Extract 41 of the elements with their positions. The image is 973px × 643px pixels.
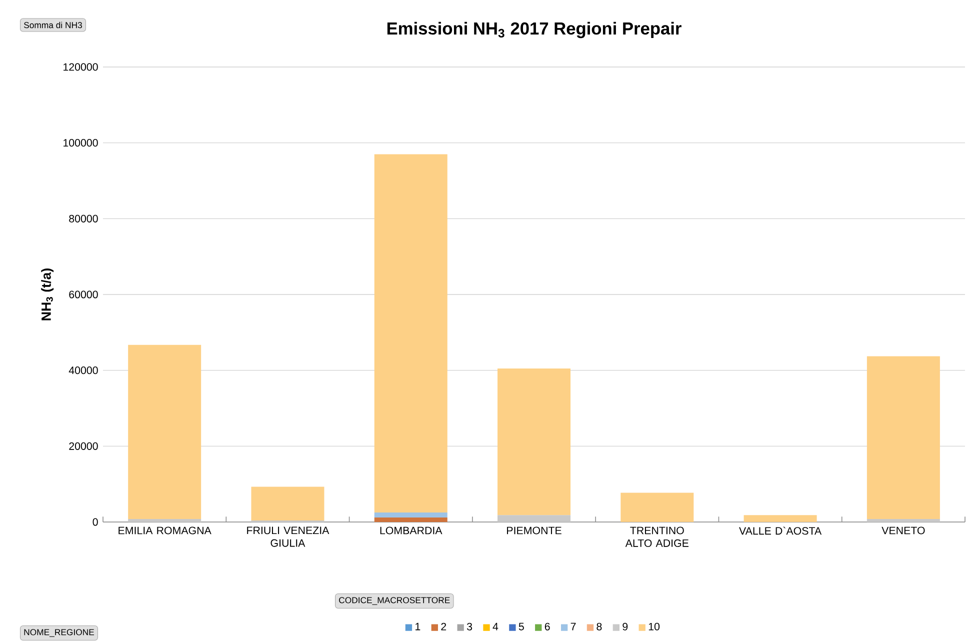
legend-label: 9 <box>622 622 628 630</box>
legend-label: 6 <box>544 622 550 630</box>
bar <box>744 515 817 522</box>
text: NOME_REGIONE <box>24 629 94 637</box>
y-tick-label: 60000 <box>69 290 98 298</box>
bar <box>498 515 571 522</box>
bar <box>866 356 940 519</box>
bar <box>374 512 448 518</box>
x-tick-label: PIEMONTE <box>507 526 562 534</box>
x-tick-label: FRIULI VENEZIA GIULIA <box>247 526 330 547</box>
legend-label: 10 <box>648 622 660 630</box>
y-tick-label: 20000 <box>69 442 98 450</box>
y-tick-label: 120000 <box>64 63 98 71</box>
bar <box>866 518 940 522</box>
y-axis-title: NH$_{3}$ (t/a) <box>41 268 54 320</box>
bar <box>620 492 694 522</box>
legend-label: 2 <box>441 622 446 630</box>
chart-title: Emissioni NH$_{3}$ 2017 Regioni Prepair <box>387 22 682 38</box>
y-tick-label: 80000 <box>69 214 98 222</box>
legend-label: 4 <box>492 622 498 630</box>
text: CODICE_MACROSETTORE <box>339 597 450 605</box>
x-tick-label: LOMBARDIA <box>380 526 442 534</box>
bar <box>128 518 202 522</box>
legend-label: 7 <box>570 622 576 630</box>
x-tick-label: TRENTINO ALTO ADIGE <box>625 526 688 547</box>
legend-label: 5 <box>518 622 524 630</box>
x-tick-label: VENETO <box>882 526 925 534</box>
x-tick-label: EMILIA ROMAGNA <box>118 526 212 534</box>
y-tick-label: 100000 <box>64 139 98 147</box>
bar <box>498 368 571 516</box>
bar <box>374 517 448 522</box>
bar <box>128 344 202 519</box>
bar <box>374 154 448 513</box>
legend-label: 8 <box>596 622 602 630</box>
legend-label: 1 <box>416 622 420 630</box>
y-tick-label: 40000 <box>68 366 98 374</box>
text: Somma di NH3 <box>24 22 82 28</box>
x-tick-label: VALLE D`AOSTA <box>739 526 822 535</box>
legend-label: 3 <box>466 622 472 630</box>
bar <box>251 486 324 520</box>
y-tick-label: 0 <box>92 518 98 526</box>
